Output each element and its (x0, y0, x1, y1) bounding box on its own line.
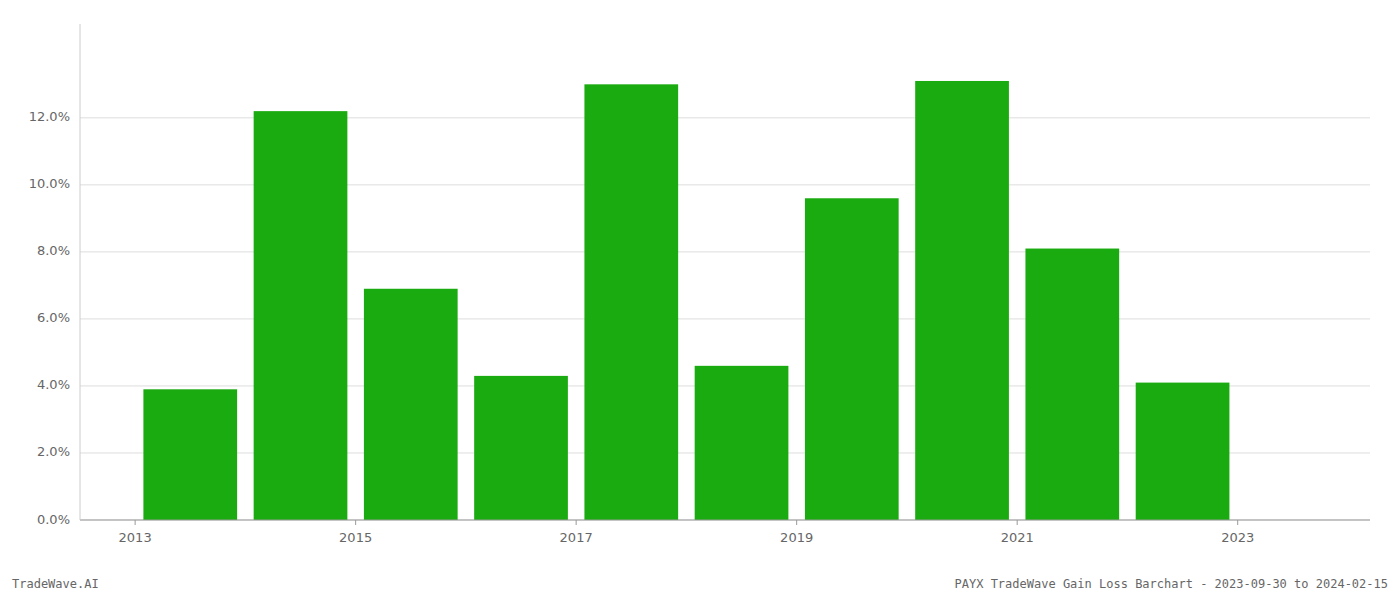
bar (695, 366, 789, 520)
x-tick-label: 2021 (1001, 530, 1034, 545)
x-tick-label: 2013 (119, 530, 152, 545)
y-tick-label: 12.0% (29, 109, 70, 124)
x-tick-label: 2017 (560, 530, 593, 545)
bar (1136, 383, 1230, 520)
y-tick-label: 10.0% (29, 176, 70, 191)
y-tick-label: 6.0% (37, 310, 70, 325)
x-axis: 2013 2015 2017 2019 2021 2023 (119, 520, 1255, 545)
bar (474, 376, 568, 520)
x-tick-label: 2015 (339, 530, 372, 545)
bar (254, 111, 348, 520)
y-axis-line (80, 24, 81, 520)
footer-text: TradeWave.AI (12, 577, 99, 591)
x-axis-line (80, 520, 1370, 521)
y-tick-label: 4.0% (37, 377, 70, 392)
bar (364, 289, 458, 520)
x-tick (1237, 520, 1238, 525)
x-tick (576, 520, 577, 525)
y-tick-label: 0.0% (37, 512, 70, 527)
x-tick-label: 2019 (780, 530, 813, 545)
bar (584, 84, 678, 520)
x-tick (1017, 520, 1018, 525)
bar (805, 198, 899, 520)
x-tick (796, 520, 797, 525)
y-tick-label: 8.0% (37, 243, 70, 258)
y-tick-labels: 0.0% 2.0% 4.0% 6.0% 8.0% 10.0% 12.0% (29, 109, 70, 526)
bar (1025, 249, 1119, 520)
x-tick (355, 520, 356, 525)
bar (915, 81, 1009, 520)
footer-text: PAYX TradeWave Gain Loss Barchart - 2023… (955, 577, 1388, 591)
x-tick-label: 2023 (1221, 530, 1254, 545)
bar (143, 389, 237, 520)
background (0, 0, 1400, 600)
x-tick (135, 520, 136, 525)
grid-line (80, 520, 1370, 521)
y-tick-label: 2.0% (37, 444, 70, 459)
chart: 0.0%2.0%4.0%6.0%8.0%10.0%12.0%2013201520… (0, 0, 1400, 600)
bars (143, 81, 1229, 520)
